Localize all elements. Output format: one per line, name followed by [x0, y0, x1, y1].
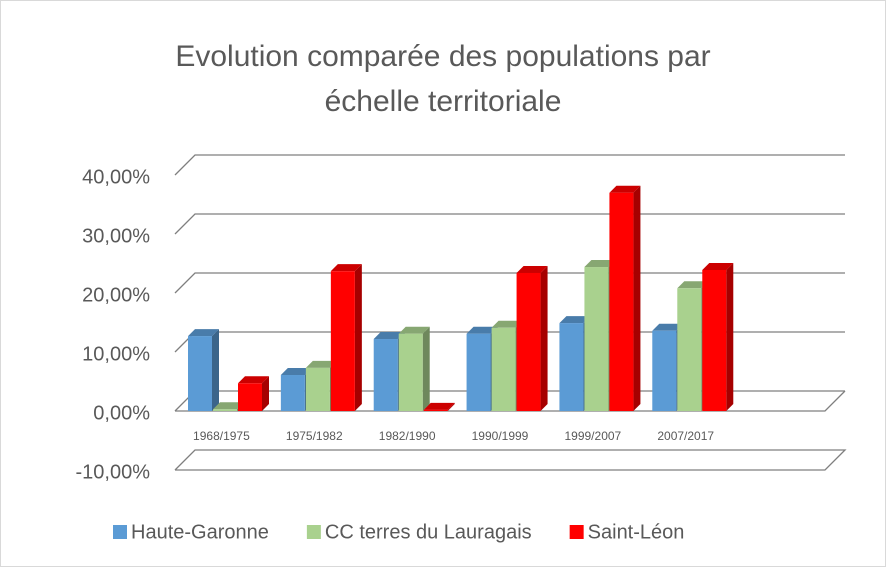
bar [330, 271, 355, 411]
bar-side [540, 265, 548, 411]
bar [398, 333, 423, 411]
bar-top [702, 262, 734, 270]
legend-swatch [306, 525, 321, 539]
bar [373, 339, 398, 411]
x-tick-label: 1999/2007 [564, 429, 621, 443]
bar-top [466, 326, 498, 334]
legend-label: Saint-Léon [588, 521, 685, 543]
bar [466, 333, 491, 411]
bar-side [633, 185, 641, 411]
x-tick-label: 1968/1975 [193, 429, 250, 443]
grid-line [174, 154, 845, 176]
bar-top [609, 185, 641, 193]
y-tick-label: 0,00% [93, 402, 150, 424]
bar-top [677, 281, 709, 289]
bar-top [188, 329, 219, 337]
bar [677, 288, 702, 411]
bar [423, 409, 448, 411]
bar [584, 267, 609, 411]
bar-top [491, 320, 523, 328]
grid-line [174, 449, 847, 471]
chart-title: Evolution comparée des populations par [175, 40, 710, 73]
bar-top [423, 402, 455, 410]
bar [652, 330, 677, 411]
bar [238, 383, 262, 411]
bar-top [330, 264, 362, 272]
bar-side [726, 262, 734, 411]
bar-top [516, 265, 548, 273]
bar-top [280, 368, 312, 376]
bar [609, 192, 634, 411]
bar [305, 367, 330, 411]
bar-side [447, 402, 455, 411]
bar-side [262, 376, 269, 411]
legend-label: CC terres du Lauragais [325, 521, 532, 543]
bar-top [398, 326, 430, 334]
y-tick-label: -10,00% [76, 461, 151, 483]
legend-label: Haute-Garonne [131, 521, 269, 543]
y-tick-label: 30,00% [82, 225, 150, 247]
x-tick-label: 1990/1999 [472, 429, 529, 443]
bar-side [422, 326, 430, 411]
bar [516, 272, 541, 411]
bar-side [354, 264, 362, 411]
bar-top [238, 376, 269, 384]
bar-top [584, 260, 616, 268]
bar [188, 336, 212, 411]
y-tick-label: 40,00% [82, 166, 150, 188]
x-tick-label: 1975/1982 [286, 429, 343, 443]
bar-side [212, 329, 219, 411]
y-tick-label: 20,00% [82, 284, 150, 306]
bar-top [559, 316, 591, 324]
x-tick-label: 2007/2017 [657, 429, 714, 443]
chart-title: échelle territoriale [325, 85, 562, 118]
bar-top [305, 360, 337, 368]
bar [559, 323, 584, 411]
bar-top [652, 323, 684, 331]
legend-swatch [113, 525, 127, 539]
bar [702, 269, 727, 411]
legend-swatch [569, 525, 584, 539]
bar [213, 409, 237, 411]
bar-top [373, 332, 405, 340]
bar [280, 375, 305, 411]
bar-top [213, 402, 244, 410]
y-tick-label: 10,00% [82, 343, 150, 365]
x-tick-label: 1982/1990 [379, 429, 436, 443]
bar [491, 327, 516, 411]
